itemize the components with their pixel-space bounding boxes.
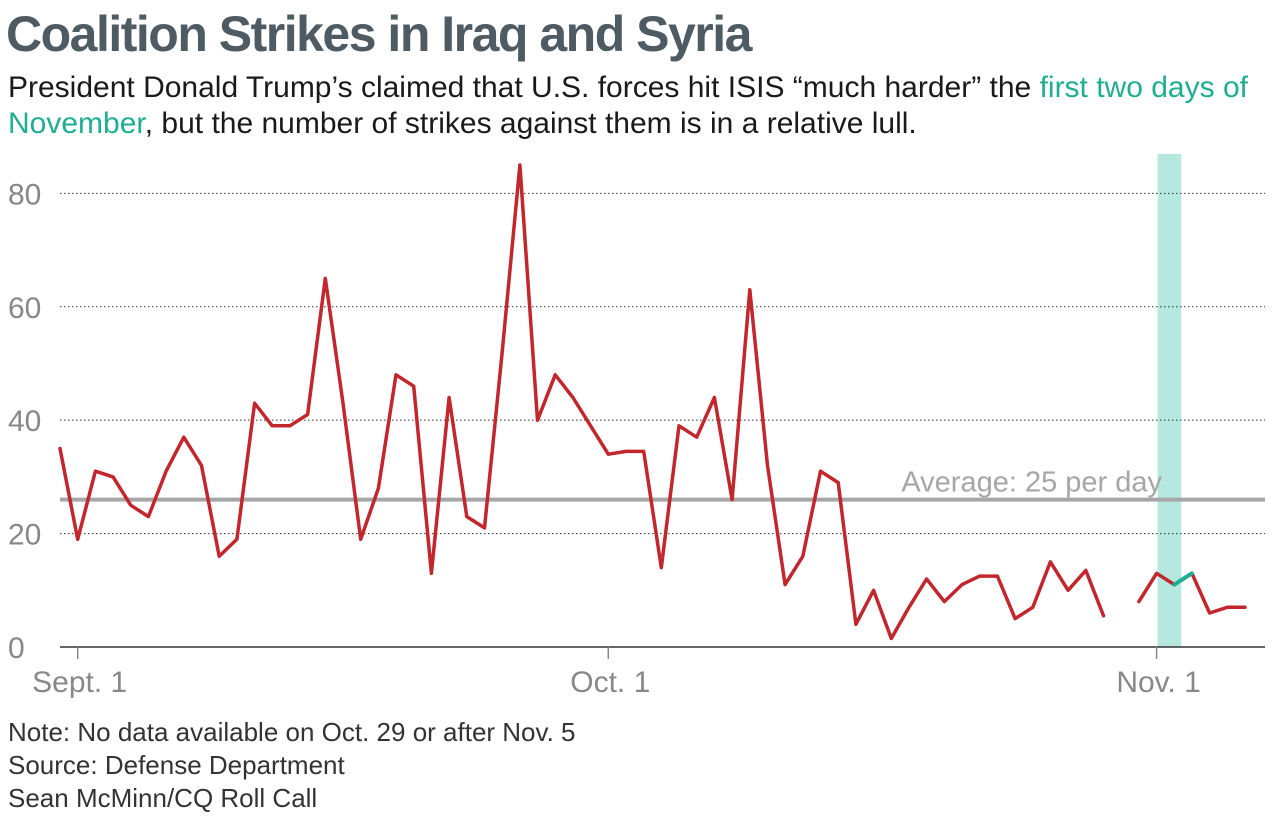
data-point bbox=[784, 583, 786, 585]
subtitle-text-1: President Donald Trump’s claimed that U.… bbox=[8, 71, 1040, 104]
data-point bbox=[1138, 600, 1140, 602]
data-point bbox=[1226, 606, 1228, 608]
data-point bbox=[607, 453, 609, 455]
average-layer: Average: 25 per day bbox=[60, 467, 1265, 502]
data-point bbox=[872, 589, 874, 591]
subtitle-highlight: first two days of November bbox=[8, 71, 1248, 140]
data-point bbox=[643, 450, 645, 452]
data-point bbox=[554, 374, 556, 376]
data-point bbox=[448, 396, 450, 398]
data-point bbox=[147, 515, 149, 517]
chart-title: Coalition Strikes in Iraq and Syria bbox=[6, 6, 752, 62]
data-point bbox=[218, 555, 220, 557]
data-point bbox=[837, 481, 839, 483]
highlight-line-segment bbox=[1172, 571, 1194, 587]
data-point bbox=[1085, 569, 1087, 571]
data-point bbox=[731, 498, 733, 500]
note-text: Note: No data available on Oct. 29 or af… bbox=[8, 717, 576, 747]
data-point bbox=[253, 402, 255, 404]
y-tick-label-80: 80 bbox=[8, 178, 41, 211]
data-point bbox=[77, 538, 79, 540]
source-text: Source: Defense Department bbox=[8, 750, 345, 780]
data-point bbox=[625, 450, 627, 452]
data-point bbox=[306, 413, 308, 415]
gridlines bbox=[60, 192, 1265, 535]
data-point bbox=[289, 425, 291, 427]
data-point bbox=[165, 470, 167, 472]
data-point bbox=[890, 637, 892, 639]
data-point bbox=[236, 538, 238, 540]
average-label: Average: 25 per day bbox=[901, 467, 1162, 499]
data-point bbox=[519, 164, 521, 166]
y-tick-label-40: 40 bbox=[8, 405, 41, 438]
data-point bbox=[200, 464, 202, 466]
data-point bbox=[501, 351, 503, 353]
data-point bbox=[749, 289, 751, 291]
x-tick-label: Nov. 1 bbox=[1116, 666, 1200, 699]
data-point bbox=[271, 425, 273, 427]
data-point bbox=[1173, 583, 1175, 585]
data-point bbox=[1049, 561, 1051, 563]
highlight-band bbox=[1157, 154, 1182, 647]
subtitle-text-2: , but the number of strikes against them… bbox=[144, 107, 917, 140]
data-point bbox=[377, 487, 379, 489]
y-tick-label-0: 0 bbox=[8, 632, 25, 665]
highlight-band-layer bbox=[1157, 154, 1182, 647]
data-point bbox=[943, 600, 945, 602]
y-tick-label-20: 20 bbox=[8, 519, 41, 552]
data-point bbox=[979, 575, 981, 577]
x-tick-label: Oct. 1 bbox=[570, 666, 650, 699]
data-point bbox=[572, 396, 574, 398]
data-point bbox=[925, 578, 927, 580]
data-point bbox=[1191, 572, 1193, 574]
data-point bbox=[1102, 615, 1104, 617]
data-point bbox=[1208, 612, 1210, 614]
data-point bbox=[1067, 589, 1069, 591]
data-point bbox=[819, 470, 821, 472]
data-point bbox=[678, 425, 680, 427]
x-tick-label: Sept. 1 bbox=[32, 666, 127, 699]
data-point bbox=[466, 515, 468, 517]
data-point bbox=[802, 555, 804, 557]
data-point bbox=[660, 566, 662, 568]
chart-subtitle: President Donald Trump’s claimed that U.… bbox=[8, 70, 1268, 142]
data-point bbox=[1244, 606, 1246, 608]
credit-text: Sean McMinn/CQ Roll Call bbox=[8, 783, 318, 813]
data-point bbox=[996, 575, 998, 577]
data-point bbox=[324, 277, 326, 279]
data-point bbox=[855, 623, 857, 625]
series-layer bbox=[58, 163, 1247, 641]
data-point bbox=[59, 447, 61, 449]
y-tick-label-60: 60 bbox=[8, 292, 41, 325]
data-point bbox=[1014, 617, 1016, 619]
data-point bbox=[536, 419, 538, 421]
data-point bbox=[589, 425, 591, 427]
data-point bbox=[94, 470, 96, 472]
data-point bbox=[413, 385, 415, 387]
data-point bbox=[696, 436, 698, 438]
data-point bbox=[360, 538, 362, 540]
data-point bbox=[395, 374, 397, 376]
axes: 0 20 40 60 80 Sept. 1 Oct. 1 Nov. 1 bbox=[8, 178, 1265, 699]
data-point bbox=[130, 504, 132, 506]
series-line-segment-2 bbox=[1137, 571, 1247, 615]
data-point bbox=[183, 436, 185, 438]
data-point bbox=[766, 464, 768, 466]
data-point bbox=[1155, 572, 1157, 574]
data-point bbox=[1032, 606, 1034, 608]
data-point bbox=[342, 402, 344, 404]
data-point bbox=[713, 396, 715, 398]
data-point bbox=[430, 572, 432, 574]
line-chart: Average: 25 per day 0 20 40 60 80 Sept. 1 Oct.… bbox=[8, 154, 1265, 699]
series-line-segment-1 bbox=[58, 163, 1106, 641]
data-point bbox=[483, 527, 485, 529]
data-point bbox=[961, 583, 963, 585]
data-point bbox=[112, 476, 114, 478]
data-point bbox=[908, 606, 910, 608]
